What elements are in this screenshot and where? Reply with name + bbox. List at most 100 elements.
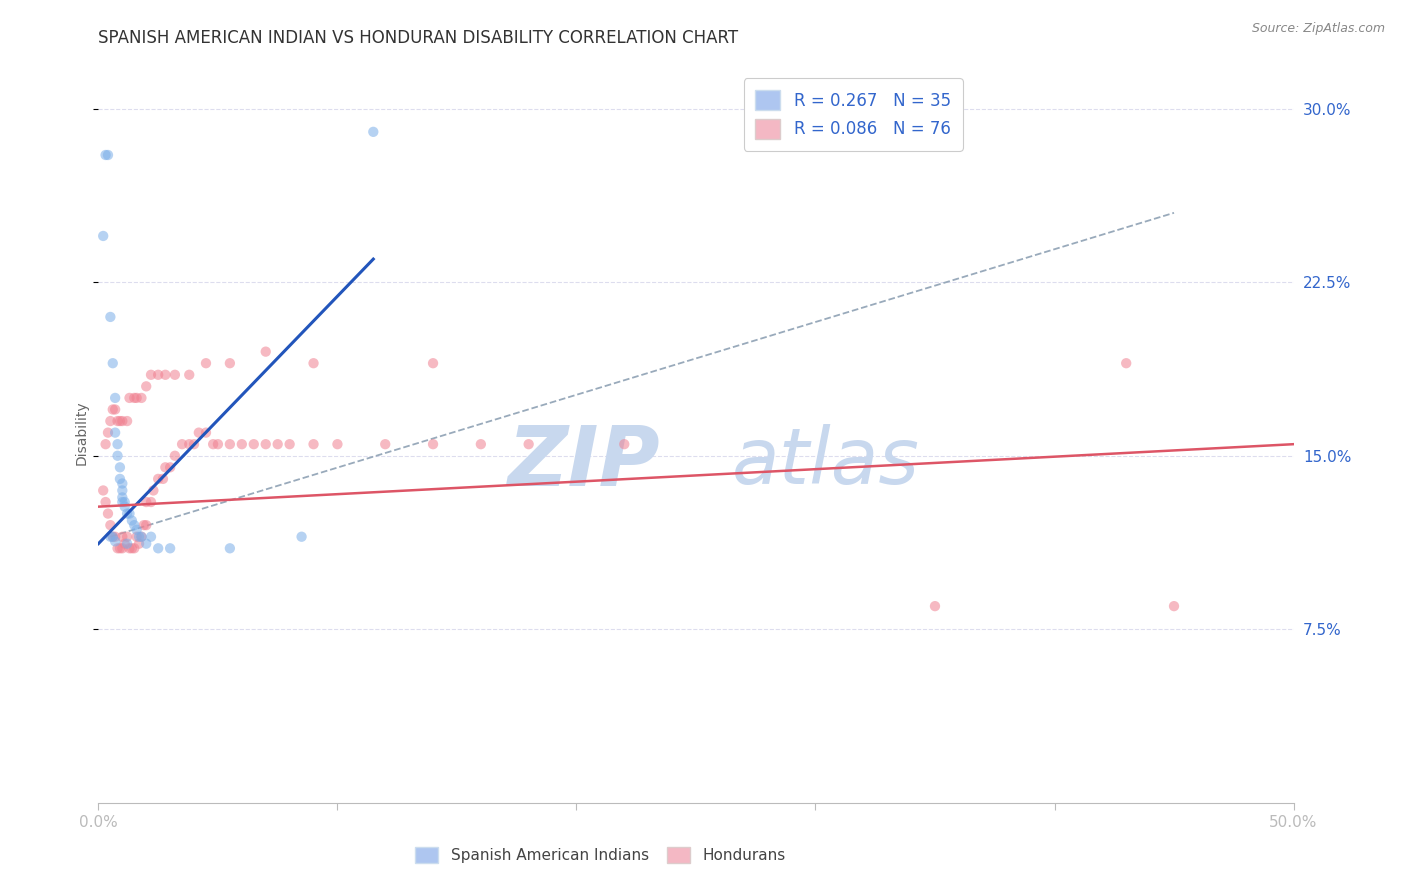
Point — [104, 534, 127, 549]
Point — [155, 368, 177, 382]
Point — [97, 148, 120, 162]
Point — [125, 391, 148, 405]
Text: Source: ZipAtlas.com: Source: ZipAtlas.com — [1251, 22, 1385, 36]
Point — [148, 368, 170, 382]
Point — [125, 530, 148, 544]
Point — [219, 437, 242, 451]
Point — [148, 541, 170, 556]
Point — [139, 530, 162, 544]
Point — [111, 483, 134, 498]
Point — [139, 495, 162, 509]
Point — [195, 356, 218, 370]
Point — [131, 530, 153, 544]
Point — [118, 507, 141, 521]
Point — [104, 391, 127, 405]
Point — [98, 530, 122, 544]
Point — [231, 437, 253, 451]
Point — [135, 536, 157, 550]
Point — [135, 518, 157, 533]
Point — [159, 541, 181, 556]
Point — [111, 414, 134, 428]
Point — [422, 356, 444, 370]
Point — [278, 437, 301, 451]
Point — [128, 536, 150, 550]
Point — [422, 437, 444, 451]
Point — [108, 460, 131, 475]
Point — [108, 541, 131, 556]
Point — [207, 437, 229, 451]
Point — [108, 472, 131, 486]
Point — [115, 414, 138, 428]
Point — [132, 518, 155, 533]
Point — [94, 437, 117, 451]
Point — [101, 402, 124, 417]
Point — [374, 437, 396, 451]
Point — [107, 541, 129, 556]
Point — [108, 414, 131, 428]
Point — [159, 460, 181, 475]
Text: atlas: atlas — [733, 425, 920, 500]
Point — [470, 437, 492, 451]
Point — [115, 507, 138, 521]
Point — [202, 437, 225, 451]
Text: ZIP: ZIP — [508, 422, 661, 503]
Point — [118, 541, 141, 556]
Point — [115, 536, 138, 550]
Point — [179, 437, 201, 451]
Point — [114, 500, 136, 514]
Point — [94, 495, 117, 509]
Legend: Spanish American Indians, Hondurans: Spanish American Indians, Hondurans — [409, 841, 792, 869]
Point — [111, 495, 134, 509]
Point — [97, 507, 120, 521]
Point — [111, 476, 134, 491]
Point — [101, 356, 124, 370]
Point — [107, 414, 129, 428]
Point — [155, 460, 177, 475]
Point — [97, 425, 120, 440]
Y-axis label: Disability: Disability — [75, 401, 89, 465]
Point — [517, 437, 540, 451]
Point — [111, 491, 134, 505]
Point — [111, 530, 134, 544]
Point — [104, 402, 127, 417]
Point — [179, 368, 201, 382]
Point — [219, 541, 242, 556]
Text: SPANISH AMERICAN INDIAN VS HONDURAN DISABILITY CORRELATION CHART: SPANISH AMERICAN INDIAN VS HONDURAN DISA… — [98, 29, 738, 47]
Point — [121, 514, 143, 528]
Point — [254, 437, 277, 451]
Point — [163, 449, 186, 463]
Point — [291, 530, 314, 544]
Point — [98, 310, 122, 324]
Point — [1163, 599, 1185, 614]
Point — [131, 391, 153, 405]
Point — [243, 437, 266, 451]
Point — [131, 530, 153, 544]
Point — [94, 148, 117, 162]
Point — [98, 414, 122, 428]
Point — [363, 125, 385, 139]
Point — [152, 472, 174, 486]
Point — [124, 518, 146, 533]
Point — [187, 425, 209, 440]
Point — [1115, 356, 1137, 370]
Point — [142, 483, 165, 498]
Point — [135, 495, 157, 509]
Point — [163, 368, 186, 382]
Point — [114, 536, 136, 550]
Point — [172, 437, 194, 451]
Point — [101, 530, 124, 544]
Point — [219, 356, 242, 370]
Point — [148, 472, 170, 486]
Point — [124, 391, 146, 405]
Point — [104, 425, 127, 440]
Point — [91, 229, 114, 244]
Point — [121, 541, 143, 556]
Point — [115, 530, 138, 544]
Point — [104, 530, 127, 544]
Point — [107, 437, 129, 451]
Point — [125, 523, 148, 537]
Point — [111, 541, 134, 556]
Point — [114, 495, 136, 509]
Point — [267, 437, 290, 451]
Point — [107, 449, 129, 463]
